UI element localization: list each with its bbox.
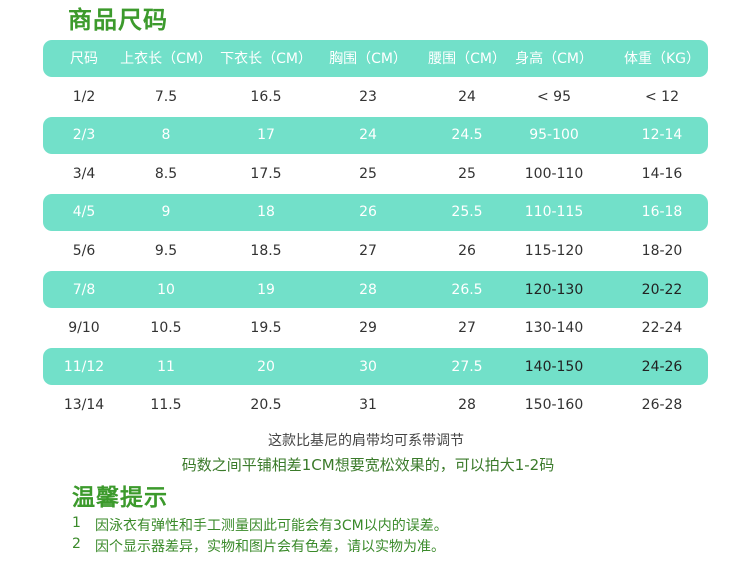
table-cell: 10.5	[150, 320, 182, 337]
table-cell: 19	[257, 281, 275, 298]
table-cell: 140-150	[524, 358, 584, 375]
tip-text: 因泳衣有弹性和手工测量因此可能会有3CM以内的误差。	[95, 518, 448, 534]
table-cell: 14-16	[641, 165, 683, 182]
table-cell: 7/8	[72, 281, 96, 298]
table-cell: 17	[257, 127, 275, 144]
table-cell: 4/5	[72, 204, 96, 221]
tip-number: 2	[72, 536, 81, 552]
row-bar	[43, 116, 708, 154]
table-cell: 30	[359, 358, 377, 375]
table-cell: 9/10	[68, 320, 100, 337]
table-cell: 24	[359, 127, 377, 144]
table-cell: < 12	[645, 88, 679, 105]
row-bar	[43, 271, 708, 309]
table-cell: 28	[458, 397, 476, 414]
table-cell: 9.5	[154, 243, 178, 259]
table-cell: 115-120	[524, 243, 584, 259]
table-cell: 8	[161, 127, 171, 144]
table-cell: 95-100	[529, 127, 579, 144]
table-cell: 22-24	[641, 320, 683, 337]
table-cell: 16.5	[250, 88, 282, 105]
table-cell: 24	[458, 88, 476, 105]
table-cell: 130-140	[524, 320, 584, 337]
column-header: 胸围（CM）	[329, 51, 407, 67]
note: 这款比基尼的肩带均可系带调节	[268, 433, 464, 449]
tips-title: 温馨提示	[72, 485, 168, 511]
table-cell: 18.5	[250, 243, 282, 259]
table-cell: 8.5	[154, 165, 178, 182]
column-header: 下衣长（CM）	[220, 51, 312, 67]
table-cell: 26	[458, 243, 476, 259]
table-cell: 27.5	[451, 358, 483, 375]
note: 码数之间平铺相差1CM想要宽松效果的，可以拍大1-2码	[181, 456, 555, 474]
table-cell: < 95	[537, 88, 571, 105]
table-cell: 23	[359, 88, 377, 105]
table-cell: 20-22	[641, 281, 683, 298]
column-header: 上衣长（CM）	[120, 51, 212, 67]
tip-number: 1	[72, 515, 81, 531]
table-cell: 18-20	[641, 243, 683, 259]
table-cell: 18	[257, 204, 275, 221]
table-cell: 17.5	[250, 165, 282, 182]
table-cell: 7.5	[154, 88, 178, 105]
table-cell: 20.5	[250, 397, 282, 414]
table-cell: 25.5	[451, 204, 483, 221]
table-cell: 9	[161, 204, 171, 221]
table-cell: 13/14	[63, 397, 105, 414]
column-header: 腰围（CM）	[428, 51, 506, 67]
table-cell: 27	[458, 320, 476, 337]
table-cell: 2/3	[72, 127, 96, 144]
table-cell: 26.5	[451, 281, 483, 298]
header-bar	[43, 40, 708, 77]
table-cell: 28	[359, 281, 377, 298]
row-bar	[43, 193, 708, 231]
title: 商品尺码	[68, 6, 168, 34]
table-cell: 11	[157, 358, 175, 375]
table-cell: 11.5	[150, 397, 182, 414]
table-cell: 1/2	[72, 88, 96, 105]
tip-text: 因个显示器差异，实物和图片会有色差，请以实物为准。	[95, 539, 445, 555]
table-cell: 11/12	[63, 358, 105, 375]
table-cell: 26	[359, 204, 377, 221]
table-cell: 25	[458, 165, 476, 182]
table-cell: 26-28	[641, 397, 683, 414]
table-cell: 24.5	[451, 127, 483, 144]
table-cell: 12-14	[641, 127, 683, 144]
table-cell: 110-115	[524, 204, 584, 221]
column-header: 体重（KG）	[623, 51, 701, 67]
row-bar	[43, 348, 708, 386]
table-cell: 10	[157, 281, 175, 298]
table-cell: 31	[359, 397, 377, 414]
table-cell: 16-18	[641, 204, 683, 221]
table-cell: 24-26	[641, 358, 683, 375]
table-cell: 150-160	[524, 397, 584, 414]
table-cell: 25	[359, 165, 377, 182]
table-cell: 19.5	[250, 320, 282, 337]
table-cell: 3/4	[72, 165, 96, 182]
table-cell: 120-130	[524, 281, 584, 298]
table-cell: 100-110	[524, 165, 584, 182]
table-cell: 27	[359, 243, 377, 259]
table-cell: 20	[257, 358, 275, 375]
table-cell: 29	[359, 320, 377, 337]
column-header: 尺码	[70, 51, 98, 67]
table-cell: 5/6	[72, 243, 96, 259]
column-header: 身高（CM）	[515, 51, 593, 67]
